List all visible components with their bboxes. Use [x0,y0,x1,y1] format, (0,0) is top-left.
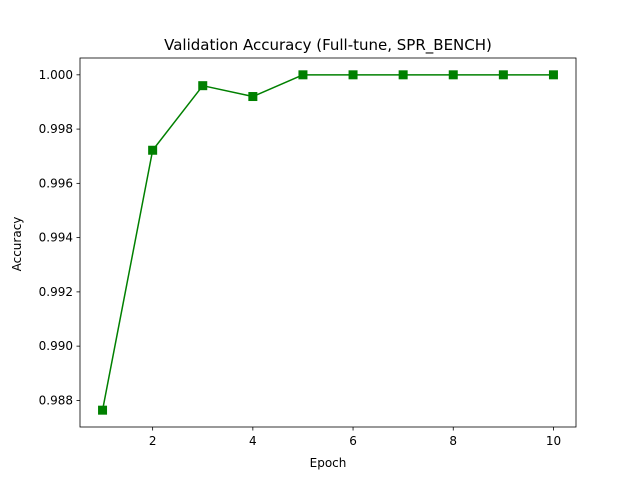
data-point [398,70,408,80]
y-axis-label: Accuracy [10,217,24,272]
data-point [198,81,208,91]
y-tick-label: 0.990 [39,339,73,353]
y-tick-label: 0.988 [39,393,73,407]
y-tick-label: 0.994 [39,231,73,245]
series-line [101,74,554,411]
plot-frame [79,57,577,428]
data-point [348,70,358,80]
y-tick-label: 0.992 [39,285,73,299]
data-point [298,70,308,80]
x-tick-label: 4 [249,434,257,448]
y-tick-label: 0.998 [39,122,73,136]
x-axis-label: Epoch [310,456,347,470]
x-tick-label: 8 [449,434,457,448]
data-point [548,70,558,80]
data-point [148,145,158,155]
y-tick-label: 1.000 [39,68,73,82]
y-tick-label: 0.996 [39,176,73,190]
x-tick-label: 10 [546,434,561,448]
series-layer [98,70,558,415]
data-point [448,70,458,80]
data-point [248,92,258,102]
data-point [498,70,508,80]
chart-title: Validation Accuracy (Full-tune, SPR_BENC… [164,36,492,55]
y-axis-ticks: 0.988 0.990 0.992 0.994 0.996 0.998 1.000 [39,68,80,407]
x-axis-ticks: 2 4 6 8 10 [149,427,561,448]
x-tick-label: 6 [349,434,357,448]
data-point [98,405,108,415]
x-tick-label: 2 [149,434,157,448]
plot-area [79,57,577,428]
